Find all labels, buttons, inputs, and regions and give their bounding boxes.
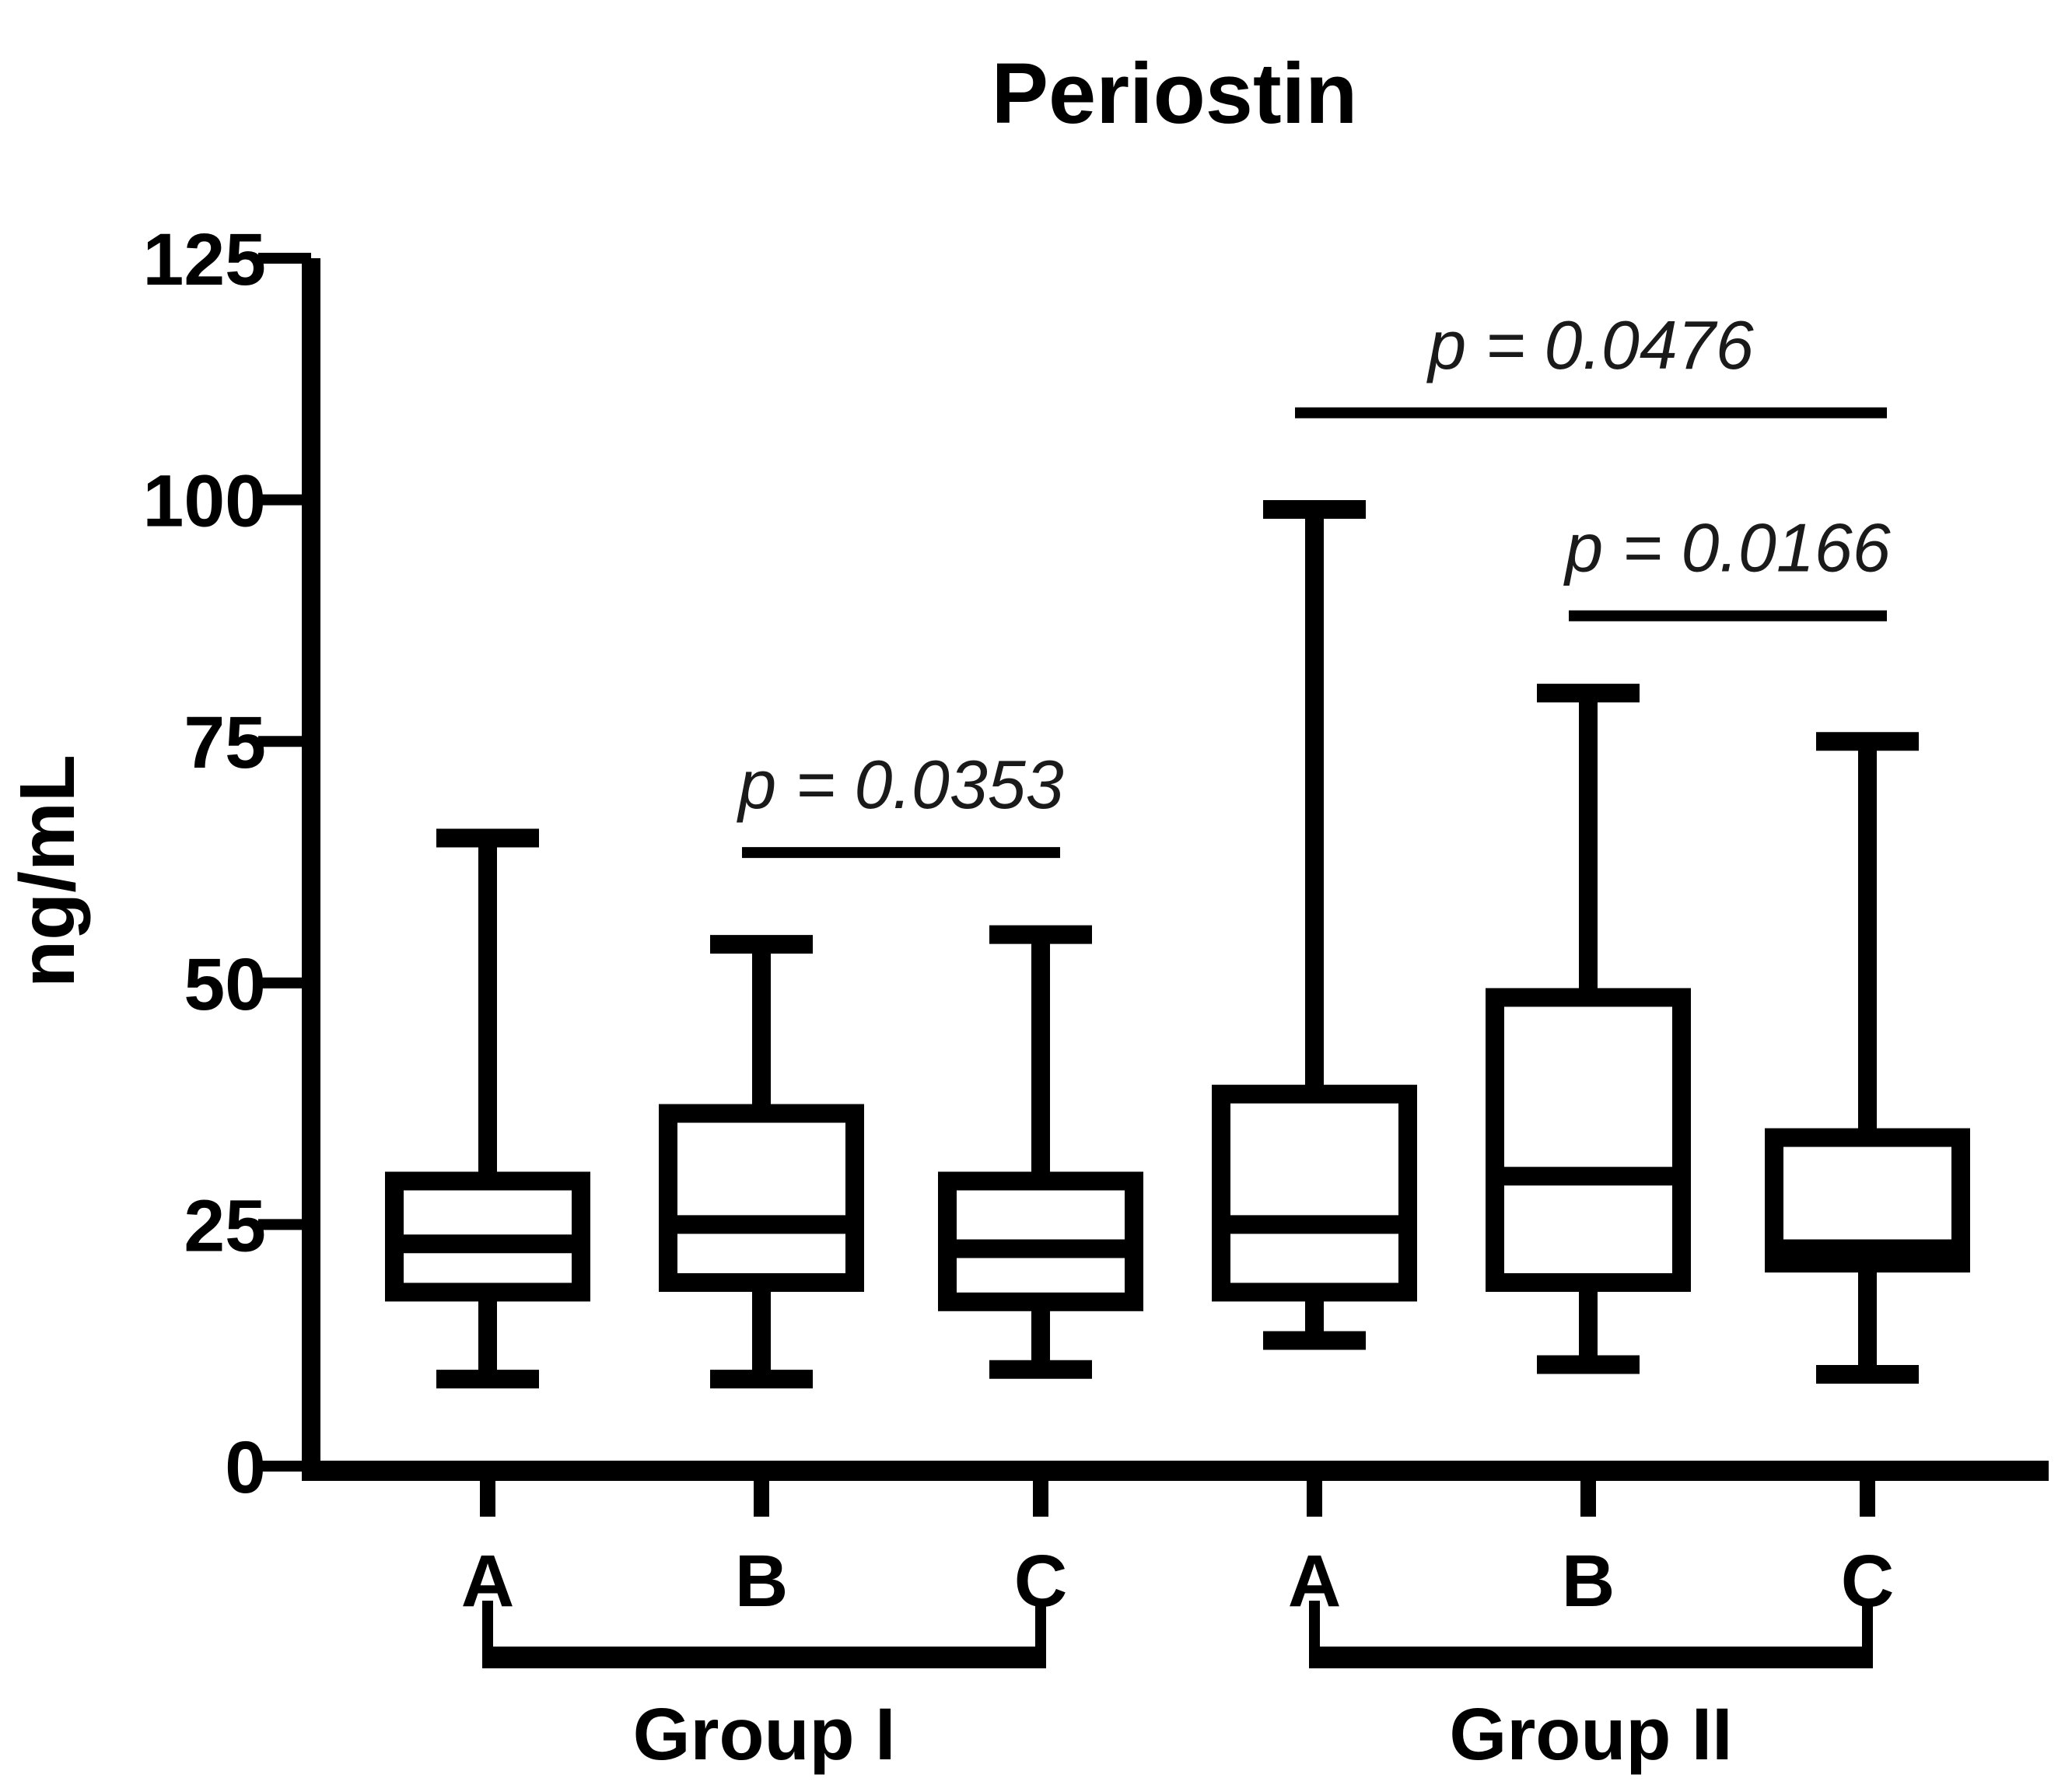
y-tick-label-125: 125 — [142, 219, 266, 301]
y-tick-label-0: 0 — [225, 1426, 266, 1509]
y-tick-label-50: 50 — [184, 943, 266, 1026]
y-tick-label-75: 75 — [184, 702, 266, 784]
y-tick-label-100: 100 — [142, 460, 266, 543]
group-label-1: Group I — [633, 1693, 896, 1776]
box-group1-B-iqr-box — [659, 1104, 864, 1292]
p-value-text-2: p = 0.0166 — [1563, 509, 1890, 586]
box-group2-A-iqr-box — [1212, 1084, 1417, 1302]
x-category-label-4: B — [1562, 1540, 1615, 1622]
y-tick-label-25: 25 — [184, 1185, 266, 1267]
y-axis-label: ng/mL — [4, 754, 91, 988]
group-label-2: Group II — [1449, 1693, 1732, 1776]
x-category-label-1: B — [735, 1540, 789, 1622]
p-value-text-0: p = 0.0353 — [736, 746, 1063, 823]
box-group2-B-iqr-box — [1486, 988, 1691, 1292]
chart-title: Periostin — [992, 46, 1358, 142]
p-value-text-1: p = 0.0476 — [1426, 306, 1753, 383]
